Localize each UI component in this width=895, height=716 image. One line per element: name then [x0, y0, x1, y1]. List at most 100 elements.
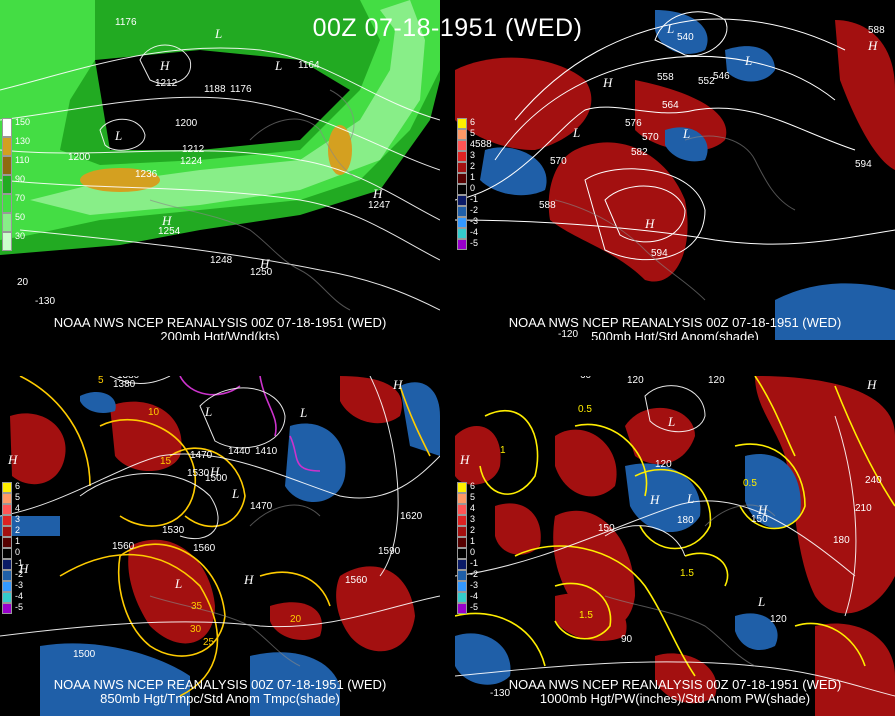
- legend-label: 0: [470, 183, 476, 193]
- contour-label: 120: [708, 376, 725, 386]
- legend-swatch: -5: [457, 602, 478, 614]
- caption-line1: NOAA NWS NCEP REANALYSIS 00Z 07-18-1951 …: [508, 315, 842, 330]
- legend-label: 130: [15, 136, 31, 146]
- legend-label: -5: [15, 602, 24, 612]
- legend-swatch: 2: [457, 525, 475, 537]
- legend-swatch: -2: [2, 569, 23, 581]
- anom-neg-ne: [725, 46, 775, 82]
- legend-swatch: 4: [457, 139, 475, 151]
- svg-text:L: L: [666, 21, 674, 36]
- legend-swatch: 30: [2, 231, 25, 251]
- contour-label: 1224: [180, 156, 203, 167]
- ridge-hole: [95, 50, 350, 150]
- svg-text:H: H: [867, 38, 878, 53]
- svg-text:L: L: [114, 128, 122, 143]
- contour-label: 150: [751, 514, 768, 525]
- legend-swatch: 1: [457, 536, 475, 548]
- contour-label: 240: [865, 475, 882, 486]
- caption-line2: 200mb Hgt/Wnd(kts): [160, 329, 280, 341]
- legend-label: 3: [15, 514, 21, 524]
- contour-label: 20: [290, 614, 302, 625]
- contour-label: 546: [713, 71, 730, 82]
- legend-label: 0: [15, 547, 21, 557]
- contour-label: 1590: [378, 546, 401, 557]
- legend-swatch: 0: [457, 183, 475, 195]
- svg-text:L: L: [204, 404, 212, 419]
- caption-line2: 850mb Hgt/Tmpc/Std Anom Tmpc(shade): [100, 691, 340, 706]
- contour-label: 60: [580, 376, 592, 381]
- contour-label: 1380: [117, 376, 140, 381]
- legend-swatch: 90: [2, 174, 25, 194]
- contour-label: 0.5: [578, 404, 592, 415]
- contour-label: 594: [855, 159, 872, 170]
- legend-swatch: 6: [457, 481, 475, 493]
- anom-pos-north: [635, 80, 727, 151]
- svg-text:H: H: [259, 256, 270, 271]
- contour-label: 35: [191, 601, 203, 612]
- contour-label: 588: [475, 139, 492, 150]
- legend-swatch: 130: [2, 136, 30, 156]
- panel-1000mb-legend: 6 5 4 3 2 1 0 -1 -2 -3 -4 -5: [457, 481, 478, 614]
- contour-label: 1530: [187, 468, 210, 479]
- legend-swatch: 3: [457, 514, 475, 526]
- legend-label: 90: [15, 174, 26, 184]
- legend-label: -1: [470, 558, 479, 568]
- legend-label: -2: [470, 205, 479, 215]
- legend-label: 6: [470, 117, 476, 127]
- jet-shade-light: [30, 0, 425, 215]
- contour-label: 1440: [228, 446, 251, 457]
- legend-label: -1: [15, 558, 24, 568]
- legend-label: 5: [15, 492, 21, 502]
- caption-line2: 500mb Hgt/Std Anom(shade): [591, 329, 759, 341]
- legend-label: 6: [15, 481, 21, 491]
- legend-swatch: 0: [2, 547, 20, 559]
- legend-swatch: -4: [457, 227, 478, 239]
- panel-1000mb: 60 120 120 0.5 1 1.5 150 180 120 150 180…: [455, 376, 895, 716]
- legend-label: 2: [15, 525, 21, 535]
- contour-label: 1: [500, 445, 506, 456]
- legend-label: -5: [470, 238, 479, 248]
- svg-text:H: H: [243, 572, 254, 587]
- contour-label: 210: [855, 503, 872, 514]
- contour-label: 564: [662, 100, 679, 111]
- anom-pos-west: [455, 57, 592, 150]
- legend-label: 50: [15, 212, 26, 222]
- contour-label: 1560: [112, 541, 135, 552]
- legend-swatch: -2: [457, 205, 478, 217]
- anom-neg-se: [775, 283, 895, 340]
- contour-label: 1236: [135, 169, 158, 180]
- legend-swatch: -1: [2, 558, 23, 570]
- svg-text:L: L: [231, 486, 239, 501]
- panel-200mb-legend: 150 130 110 90 70 50 30: [2, 117, 30, 251]
- panel-500mb-map: 588 576 582 570 564 558 552 546 540 570 …: [455, 0, 895, 340]
- contour-label: 1250: [250, 267, 273, 278]
- legend-label: 3: [470, 514, 476, 524]
- legend-swatch: 3: [2, 514, 20, 526]
- contour-label: 25: [203, 637, 215, 648]
- legend-swatch: 4: [2, 503, 20, 515]
- caption-line2: 1000mb Hgt/PW(inches)/Std Anom PW(shade): [539, 691, 811, 706]
- legend-label: 0: [470, 547, 476, 557]
- legend-label: 70: [15, 193, 26, 203]
- map-title: 00Z 07-18-1951 (WED): [312, 14, 583, 42]
- contour-label: 180: [677, 515, 694, 526]
- legend-label: -2: [470, 569, 479, 579]
- contour-label: 15: [160, 456, 172, 467]
- panel-850mb-legend: 6 5 4 3 2 1 0 -1 -2 -3 -4 -5: [2, 481, 23, 614]
- contour-label: 30: [190, 624, 202, 635]
- legend-label: -1: [470, 194, 479, 204]
- legend-label: 5: [470, 492, 476, 502]
- contour-label: 558: [657, 72, 674, 83]
- svg-text:H: H: [644, 216, 655, 231]
- legend-label: -3: [470, 216, 479, 226]
- contour-label: 1620: [400, 511, 423, 522]
- caption-line1: NOAA NWS NCEP REANALYSIS 00Z 07-18-1951 …: [508, 677, 842, 692]
- legend-label: 2: [470, 161, 476, 171]
- panel-200mb-caption: NOAA NWS NCEP REANALYSIS 00Z 07-18-1951 …: [0, 316, 440, 341]
- legend-label: 1: [470, 172, 476, 182]
- contour-label: 1560: [193, 543, 216, 554]
- contour-label: 120: [655, 459, 672, 470]
- contour-label: 180: [833, 535, 850, 546]
- panel-850mb: 1380 1470 1530 1500 1440 1410 1470 1560 …: [0, 376, 440, 716]
- legend-swatch: 5: [457, 128, 475, 140]
